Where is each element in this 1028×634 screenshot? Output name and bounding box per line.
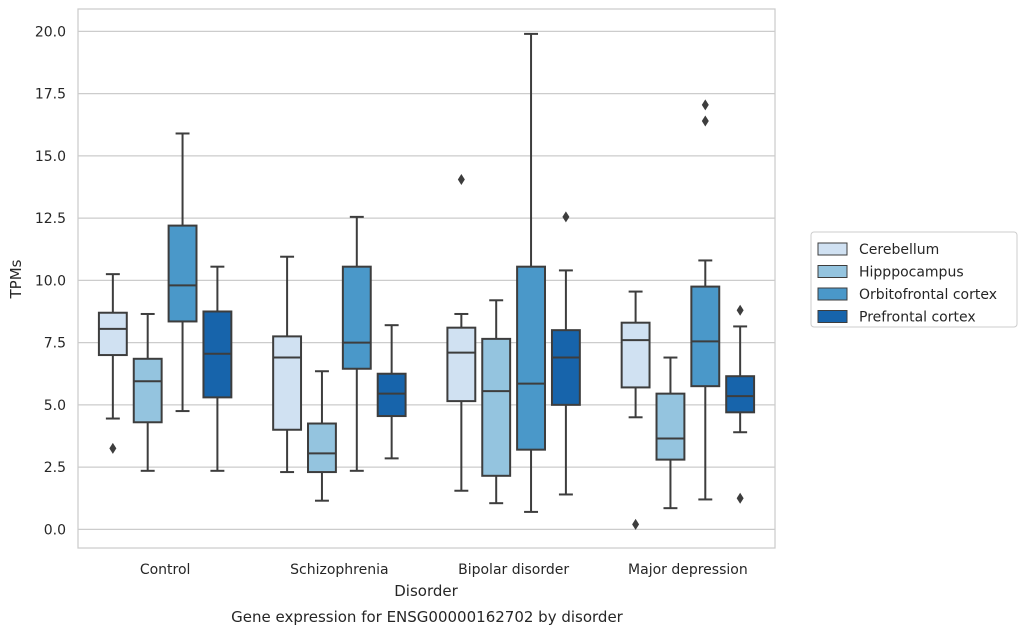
x-axis-label: Disorder xyxy=(394,582,458,600)
x-tick-label: Schizophrenia xyxy=(290,562,388,578)
box xyxy=(132,312,163,472)
legend-frame xyxy=(810,231,1018,328)
legend-label: Prefrontal cortex xyxy=(859,310,976,326)
box-iqr xyxy=(620,321,651,389)
box-plot-area xyxy=(97,32,756,530)
box xyxy=(97,273,128,454)
outlier-point xyxy=(701,99,709,111)
box-iqr xyxy=(446,326,477,403)
legend-swatch xyxy=(817,310,848,323)
y-tick-label: 17.5 xyxy=(35,87,66,103)
box xyxy=(272,255,303,474)
box-iqr xyxy=(132,357,163,424)
box xyxy=(376,324,407,460)
x-tick-label: Bipolar disorder xyxy=(458,562,569,578)
outlier-point xyxy=(736,304,744,316)
box-iqr xyxy=(690,285,721,388)
legend-label: Cerebellum xyxy=(859,242,939,258)
box xyxy=(481,299,512,505)
box xyxy=(690,99,721,501)
box xyxy=(516,32,546,513)
legend-swatch xyxy=(817,242,848,256)
box xyxy=(202,265,233,472)
legend-swatch xyxy=(817,265,848,278)
y-tick-label: 7.5 xyxy=(44,336,66,352)
box-iqr xyxy=(516,265,546,451)
box xyxy=(655,356,686,510)
box-iqr xyxy=(341,265,372,370)
x-tick-label: Control xyxy=(140,562,191,578)
outlier-point xyxy=(736,492,744,504)
outlier-point xyxy=(562,211,570,223)
outlier-point xyxy=(109,442,117,454)
y-tick-label: 10.0 xyxy=(35,273,66,289)
box xyxy=(307,370,337,502)
y-tick-label: 2.5 xyxy=(44,460,66,476)
box-iqr xyxy=(272,335,303,431)
box-iqr xyxy=(376,372,407,418)
box-iqr xyxy=(655,392,686,461)
outlier-point xyxy=(632,518,640,530)
y-axis-label: TPMs xyxy=(7,259,25,299)
outlier-point xyxy=(457,174,465,186)
legend: Cerebellum Hipppocampus Orbitofrontal cort… xyxy=(810,231,1018,328)
box-iqr xyxy=(97,311,128,357)
outlier-point xyxy=(701,115,709,127)
box-iqr xyxy=(550,329,581,406)
box xyxy=(167,132,198,413)
box xyxy=(620,290,651,530)
box xyxy=(550,211,581,496)
box-iqr xyxy=(307,422,337,474)
y-tick-label: 5.0 xyxy=(44,398,66,414)
legend-label: Orbitofrontal cortex xyxy=(859,287,997,303)
box-iqr xyxy=(725,375,756,414)
box xyxy=(341,215,372,472)
y-tick-label: 0.0 xyxy=(44,522,66,538)
y-tick-label: 15.0 xyxy=(35,149,66,165)
box xyxy=(725,304,756,504)
y-tick-label: 12.5 xyxy=(35,211,66,227)
chart-caption: Gene expression for ENSG00000162702 by d… xyxy=(231,608,624,626)
legend-swatch xyxy=(817,287,848,301)
box-iqr xyxy=(167,224,198,323)
plot-frame xyxy=(77,8,776,549)
legend-label: Hipppocampus xyxy=(859,265,964,281)
box xyxy=(446,174,477,492)
x-tick-labels: Control Schizophrenia Bipolar disorder Majo… xyxy=(140,562,748,578)
x-tick-label: Major depression xyxy=(628,562,748,578)
y-tick-label: 20.0 xyxy=(35,24,66,40)
box-iqr xyxy=(481,337,512,477)
y-tick-labels: 0.0 2.5 5.0 7.5 10.0 12.5 15.0 17.5 20.0 xyxy=(35,24,66,538)
